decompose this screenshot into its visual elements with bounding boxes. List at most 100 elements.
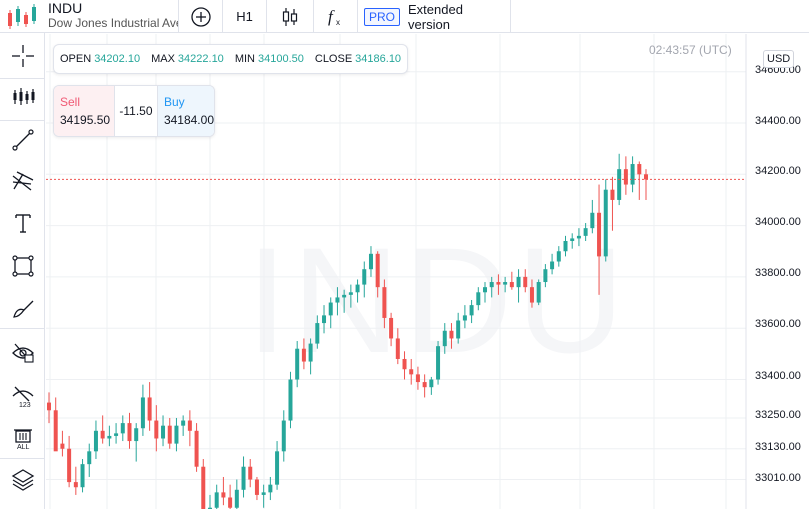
svg-text:x: x: [336, 18, 340, 27]
candle-body: [181, 420, 186, 426]
trendline-icon: [11, 129, 34, 151]
candle-type-icon: [282, 7, 298, 26]
candle-body: [140, 397, 145, 429]
candle-body: [261, 492, 266, 495]
extended-version-button[interactable]: PRO Extended version: [364, 0, 504, 33]
candle-body: [516, 276, 521, 288]
candle-body: [80, 464, 85, 488]
candle-body: [194, 430, 199, 467]
timeframe-button[interactable]: H1: [223, 0, 266, 33]
candle-body: [449, 330, 454, 339]
candle-body: [301, 348, 306, 362]
candle-body: [623, 169, 628, 185]
buy-button[interactable]: Buy 34184.00: [157, 86, 214, 136]
currency-button[interactable]: USD: [763, 50, 795, 68]
candle-body: [228, 497, 233, 508]
close-value: 34186.10: [355, 53, 402, 65]
candle-body: [543, 269, 548, 283]
candle-body: [496, 282, 501, 285]
candle-body: [422, 382, 427, 388]
candle-body: [207, 507, 212, 509]
rectangle-tool[interactable]: [0, 246, 45, 286]
indicators-tool[interactable]: [0, 77, 45, 117]
hide-drawings-tool[interactable]: [0, 333, 45, 373]
candle-body: [187, 420, 192, 431]
candle-body: [221, 492, 226, 498]
crosshair-icon: [11, 45, 34, 67]
left-drawing-toolbar: 123 ALL: [0, 33, 45, 509]
candle-body: [637, 164, 642, 175]
candle-body: [114, 433, 119, 436]
indicators-icon: [13, 88, 34, 105]
sell-price: 34195.50: [60, 113, 111, 127]
candle-body: [87, 451, 92, 465]
max-label: MAX: [151, 53, 175, 65]
layers-icon: [11, 469, 34, 491]
candle-body: [295, 348, 300, 380]
layers-tool[interactable]: [0, 459, 45, 499]
candle-body: [630, 164, 635, 185]
tool-divider: [0, 78, 45, 79]
candle-body: [120, 423, 125, 434]
max-value: 34222.10: [177, 53, 224, 65]
add-indicator-button[interactable]: [179, 0, 222, 33]
y-axis-label: 34000.00: [755, 216, 801, 228]
buy-price: 34184.00: [163, 113, 214, 127]
candle-body: [53, 410, 58, 452]
candle-body: [214, 492, 219, 508]
candle-body: [536, 282, 541, 303]
symbol-info[interactable]: INDU Dow Jones Industrial Average: [48, 1, 178, 30]
measure-tool[interactable]: 123: [0, 376, 45, 416]
min-value: 34100.50: [257, 53, 304, 65]
y-axis-label: 33010.00: [755, 472, 801, 484]
y-axis-label: 33130.00: [755, 441, 801, 453]
candle-body: [322, 315, 327, 324]
candle-body: [308, 343, 313, 362]
candle-body: [389, 317, 394, 339]
candle-body: [509, 282, 514, 288]
toolbar-divider: [357, 0, 358, 33]
candle-body: [174, 425, 179, 444]
candle-body: [590, 212, 595, 229]
brush-icon: [12, 300, 33, 318]
candle-body: [93, 430, 98, 452]
candle-body: [409, 369, 414, 375]
crosshair-tool[interactable]: [0, 36, 45, 76]
text-tool[interactable]: [0, 203, 45, 243]
symbol-ticker: INDU: [48, 1, 83, 16]
top-toolbar: INDU Dow Jones Industrial Average H1: [0, 0, 809, 33]
toolbar-divider: [510, 0, 511, 33]
candle-body: [107, 435, 112, 439]
logo-icon: [8, 4, 36, 29]
candle-body: [597, 212, 602, 257]
candle-body: [335, 297, 340, 303]
candle-body: [60, 443, 65, 449]
candle-body: [583, 228, 588, 236]
delete-all-tool[interactable]: ALL: [0, 418, 45, 458]
function-icon: f x: [328, 7, 340, 27]
candle-body: [550, 261, 555, 270]
tool-divider: [0, 120, 45, 121]
function-button[interactable]: f x: [314, 0, 357, 33]
chart-area[interactable]: INDU OPEN 34202.10 MAX 34222.10 MIN 3410…: [46, 34, 809, 509]
candle-body: [254, 479, 259, 495]
pitchfork-tool[interactable]: [0, 160, 45, 200]
candle-body: [127, 423, 132, 442]
brush-tool[interactable]: [0, 289, 45, 329]
y-axis-label: 33400.00: [755, 370, 801, 382]
sell-label: Sell: [60, 95, 81, 109]
measure-icon: 123: [12, 386, 33, 408]
toolbar-divider: [222, 0, 223, 33]
tool-divider: [0, 458, 45, 459]
candle-body: [67, 448, 72, 483]
candle-body: [436, 346, 441, 380]
text-icon: [14, 214, 31, 233]
candle-body: [375, 253, 380, 288]
candle-body: [563, 240, 568, 252]
candle-body: [456, 320, 461, 339]
chart-type-button[interactable]: [267, 0, 313, 33]
sell-button[interactable]: Sell 34195.50: [54, 86, 114, 136]
trendline-tool[interactable]: [0, 120, 45, 160]
hide-drawings-icon: [11, 343, 34, 363]
candle-body: [644, 174, 648, 180]
